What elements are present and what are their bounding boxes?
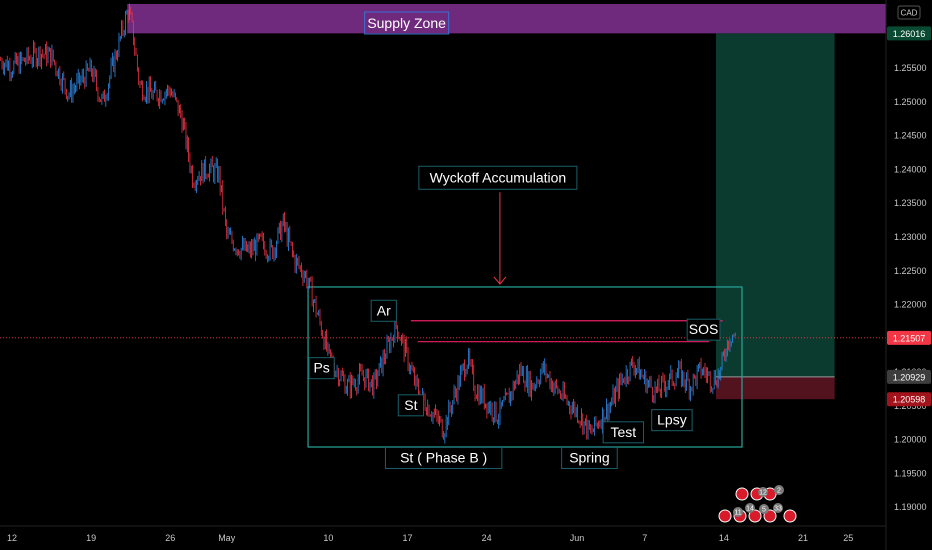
- annotations-layer: Wyckoff Accumulation Ar SOS Ps St Test Lpsy St …: [308, 165, 723, 469]
- reaction-count: 33: [774, 506, 782, 513]
- reaction-count: 2: [777, 488, 781, 495]
- price-tag: [887, 392, 931, 407]
- reaction-icon[interactable]: [783, 509, 797, 523]
- phase-label-box: [308, 357, 335, 380]
- phase-label-box: [561, 446, 618, 469]
- price-tag-label: 1.26016: [893, 29, 926, 39]
- currency-badge: [897, 5, 921, 20]
- currency-selector[interactable]: CAD: [897, 5, 921, 20]
- supply-zone[interactable]: [127, 4, 886, 34]
- supply-zone-label: Supply Zone: [367, 15, 446, 31]
- reaction-count-badge: [745, 503, 755, 513]
- price-tags-layer: 1.26016 1.20929 1.20598 1.21507: [887, 26, 931, 407]
- phase-label: SOS: [689, 321, 719, 337]
- price-tick-label: 1.20000: [894, 435, 927, 445]
- reaction-icon[interactable]: [748, 509, 762, 523]
- zones-layer: Supply Zone: [0, 4, 886, 448]
- price-tick-label: 1.22000: [894, 300, 927, 310]
- reaction-count-badge: [774, 485, 784, 495]
- phase-label-box: [397, 394, 424, 417]
- reaction-count: 14: [746, 506, 754, 513]
- time-tick-label: 19: [86, 533, 96, 543]
- price-tag: [887, 330, 931, 345]
- price-tag: [887, 26, 931, 41]
- long-position-target-zone[interactable]: [715, 33, 835, 377]
- annotation-label: Wyckoff Accumulation: [430, 169, 567, 185]
- phase-label-box: [384, 446, 503, 469]
- price-tick-label: 1.24500: [894, 131, 927, 141]
- price-tag-label: 1.20929: [893, 372, 926, 382]
- time-tick-label: 26: [165, 533, 175, 543]
- price-axis[interactable]: 1.260001.255001.250001.245001.240001.235…: [894, 29, 927, 512]
- reaction-badges[interactable]: 12 2 11 14 5 33: [718, 485, 797, 523]
- reaction-count-badge: [733, 507, 743, 517]
- phase-label: St: [404, 397, 417, 413]
- time-tick-label: 10: [323, 533, 333, 543]
- price-tag-label: 1.21507: [893, 333, 926, 343]
- price-tick-label: 1.19000: [894, 502, 927, 512]
- accumulation-range-box[interactable]: [307, 286, 743, 448]
- time-tick-label: 12: [7, 533, 17, 543]
- price-tick-label: 1.19500: [894, 468, 927, 478]
- time-tick-label: 24: [482, 533, 492, 543]
- time-tick-label: 25: [843, 533, 853, 543]
- time-tick-label: Jun: [570, 533, 585, 543]
- price-tick-label: 1.24000: [894, 164, 927, 174]
- time-tick-label: May: [218, 533, 236, 543]
- long-position-stop-zone[interactable]: [715, 376, 835, 400]
- reaction-count-badge: [759, 504, 769, 514]
- reaction-count-badge: [773, 503, 783, 513]
- phase-label: Spring: [569, 449, 609, 465]
- price-tick-label: 1.22500: [894, 266, 927, 276]
- phase-label-box: [651, 409, 693, 432]
- phase-label: Ar: [377, 302, 391, 318]
- price-tick-label: 1.23500: [894, 198, 927, 208]
- annotation-arrowhead: [493, 276, 507, 285]
- phase-label: St ( Phase B ): [400, 449, 487, 465]
- time-tick-label: 17: [402, 533, 412, 543]
- reaction-icon[interactable]: [735, 487, 749, 501]
- reaction-count: 5: [762, 507, 766, 514]
- reaction-count-badge: [758, 487, 768, 497]
- currency-label: CAD: [901, 9, 918, 18]
- phase-label: Ps: [313, 360, 329, 376]
- reaction-count: 11: [734, 510, 741, 517]
- candles-layer: [0, 3, 736, 444]
- phase-label-box: [370, 299, 397, 322]
- time-tick-label: 7: [642, 533, 647, 543]
- supply-zone-label-box: [364, 11, 450, 35]
- annotation-box: [418, 165, 578, 190]
- price-tick-label: 1.23000: [894, 232, 927, 242]
- time-tick-label: 21: [798, 533, 808, 543]
- phase-label: Lpsy: [657, 412, 687, 428]
- reaction-icon[interactable]: [718, 509, 732, 523]
- price-tick-label: 1.25500: [894, 63, 927, 73]
- time-axis[interactable]: 12 19 26 May 10 17 24 Jun 7 14 21 25: [7, 533, 853, 543]
- reaction-count: 12: [759, 490, 767, 497]
- price-tag-label: 1.20598: [893, 395, 926, 405]
- price-tag: [887, 369, 931, 384]
- phase-label-box: [602, 421, 645, 444]
- price-tick-label: 1.25000: [894, 97, 927, 107]
- phase-label-box: [686, 318, 721, 341]
- phase-label: Test: [610, 424, 636, 440]
- time-tick-label: 14: [719, 533, 729, 543]
